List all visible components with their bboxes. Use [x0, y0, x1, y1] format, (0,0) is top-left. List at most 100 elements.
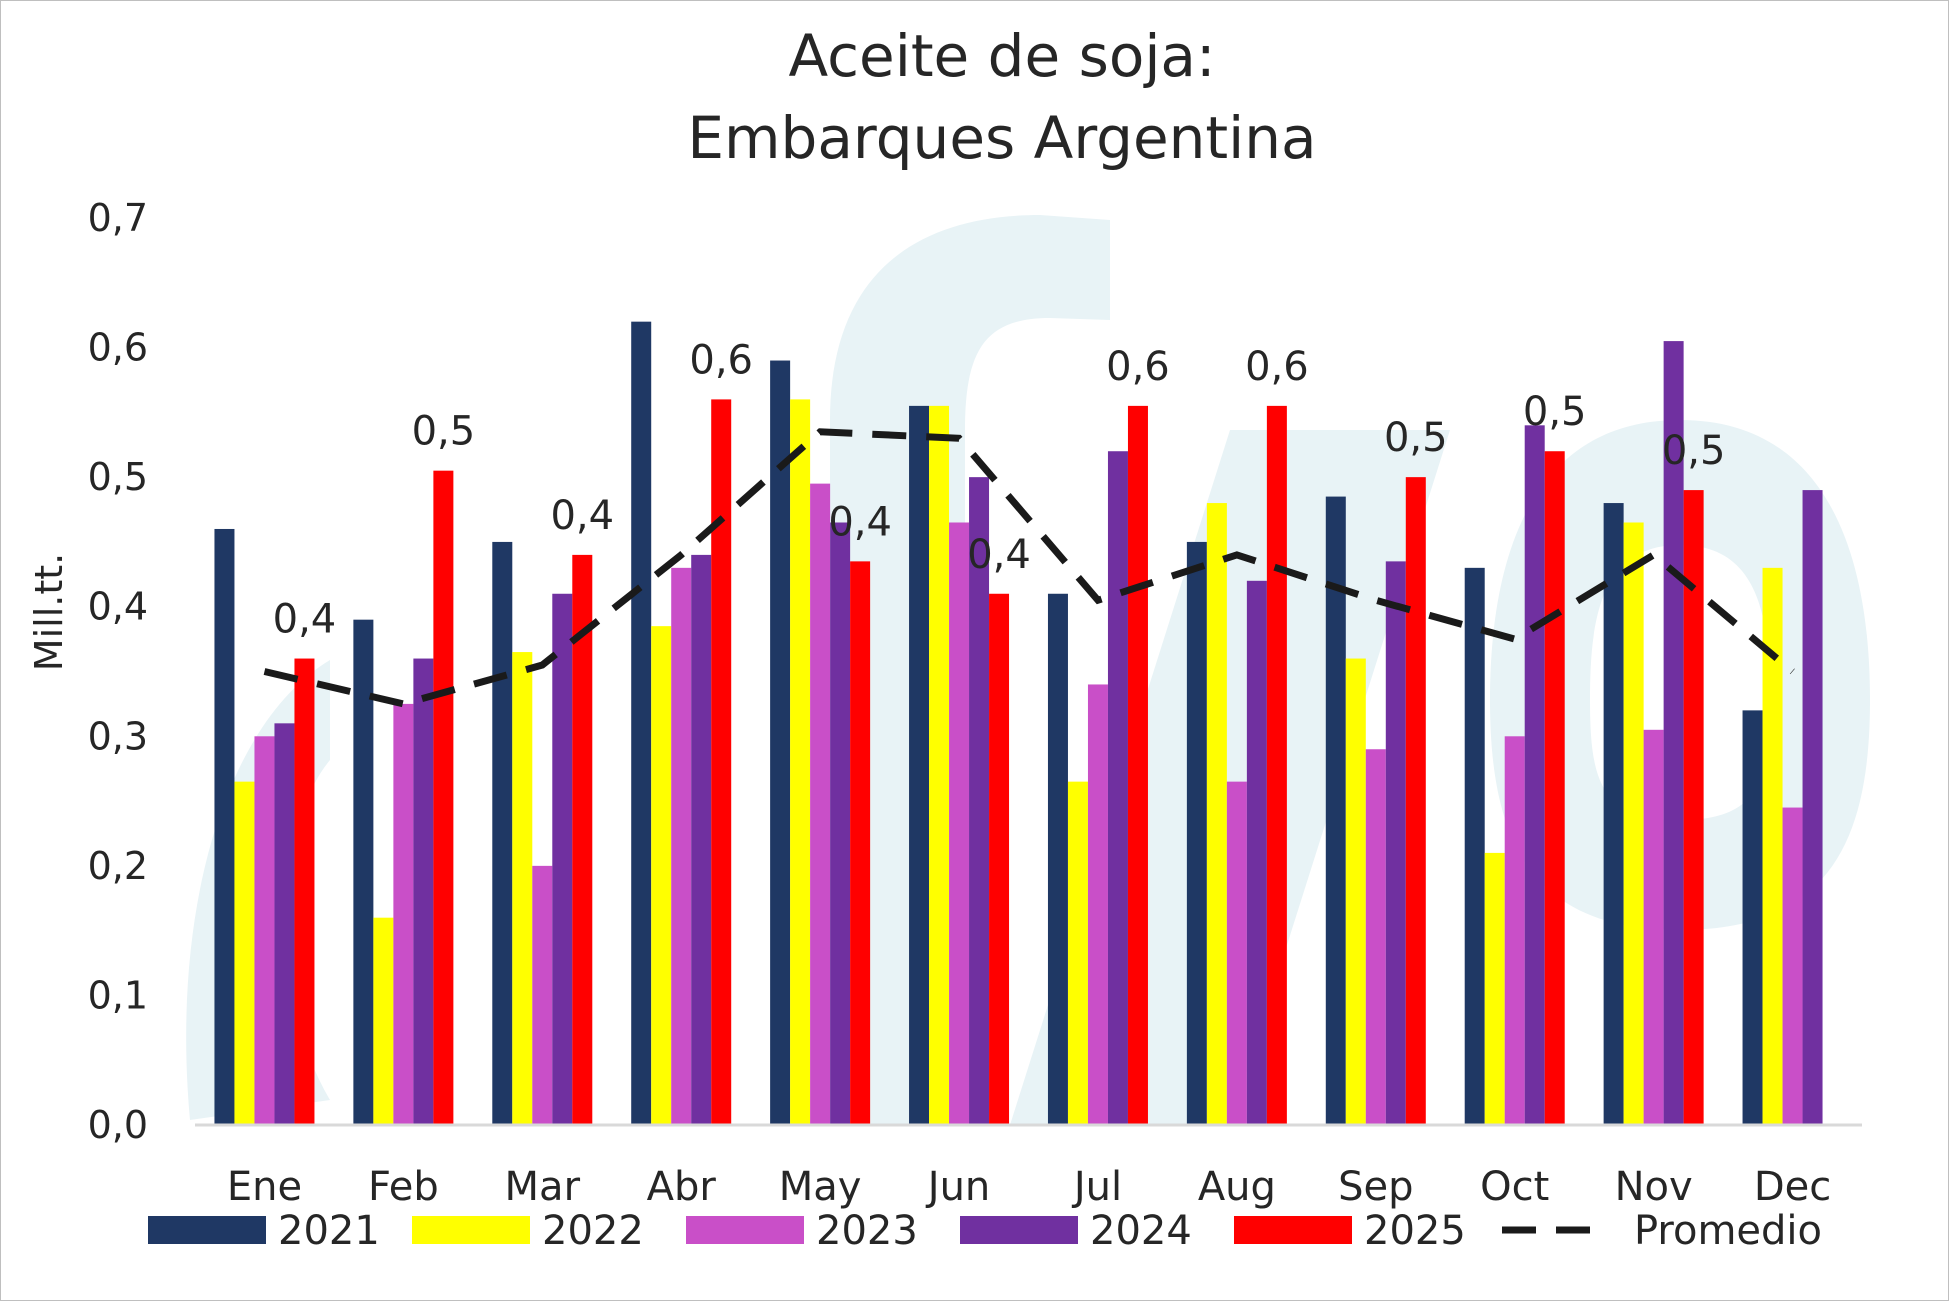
bar-2025-Ene: [294, 658, 315, 1125]
promedio-line: [263, 428, 1795, 708]
data-label-Feb: 0,5: [412, 409, 476, 455]
y-axis-label: Mill.tt.: [27, 553, 71, 671]
legend-label: 2021: [278, 1208, 380, 1254]
bar-2024-Mar: [552, 593, 573, 1125]
x-tick-label: Ene: [227, 1164, 302, 1210]
legend-swatch-2025: [1234, 1216, 1352, 1244]
bar-2023-Dec: [1782, 807, 1803, 1125]
bar-2021-Dec: [1742, 710, 1763, 1125]
bar-2022-Ene: [234, 781, 255, 1125]
x-tick-label: Mar: [505, 1164, 581, 1210]
data-label-Nov: 0,5: [1662, 428, 1726, 474]
x-tick-label: May: [779, 1164, 862, 1210]
y-tick-label: 0,7: [88, 196, 148, 240]
bar-2024-Jun: [969, 477, 990, 1126]
data-label-Jul: 0,6: [1106, 344, 1170, 390]
bar-2025-Mar: [572, 554, 593, 1125]
bars-group: [214, 321, 1823, 1126]
bar-2021-May: [770, 360, 791, 1125]
bar-2022-Nov: [1623, 522, 1644, 1125]
bar-2024-Ene: [274, 723, 295, 1125]
legend: 2021 2022 2023 2024 2025 Promedio: [148, 1208, 1822, 1254]
bar-2025-Oct: [1544, 451, 1565, 1125]
bar-2024-Aug: [1246, 580, 1267, 1125]
legend-swatch-2023: [686, 1216, 804, 1244]
data-label-Mar: 0,4: [550, 493, 614, 539]
bar-2024-May: [830, 522, 851, 1125]
bar-2021-Oct: [1464, 567, 1485, 1125]
bar-2025-Abr: [711, 399, 732, 1125]
bar-2022-Sep: [1345, 658, 1366, 1125]
y-tick-label: 0,6: [88, 326, 148, 370]
bar-2024-Abr: [691, 554, 712, 1125]
legend-label: 2024: [1090, 1208, 1192, 1254]
x-tick-label: Jul: [1071, 1164, 1122, 1210]
x-tick-label: Feb: [368, 1164, 439, 1210]
bar-2025-May: [850, 561, 871, 1125]
data-label-May: 0,4: [828, 499, 892, 545]
bar-2022-Jun: [929, 405, 950, 1126]
legend-swatch-2024: [960, 1216, 1078, 1244]
bar-2024-Dec: [1802, 490, 1823, 1126]
data-label-Ene: 0,4: [273, 597, 337, 643]
bar-2023-Nov: [1643, 729, 1664, 1125]
bar-2021-Feb: [353, 619, 374, 1125]
bar-2021-Nov: [1603, 503, 1624, 1125]
legend-label: 2025: [1364, 1208, 1466, 1254]
bar-2025-Jun: [989, 593, 1010, 1125]
x-tick-label: Dec: [1754, 1164, 1831, 1210]
legend-swatch-2021: [148, 1216, 266, 1244]
bar-2023-Feb: [393, 703, 414, 1125]
bar-2022-Aug: [1206, 503, 1227, 1125]
watermark-shape-f: [830, 215, 1110, 1125]
legend-swatch-2022: [412, 1216, 530, 1244]
bar-2021-Sep: [1325, 496, 1346, 1125]
bar-2025-Jul: [1127, 405, 1148, 1126]
chart-title-line-1: Aceite de soja:: [788, 22, 1215, 90]
bar-2023-Jul: [1087, 684, 1108, 1125]
bar-2023-Aug: [1226, 781, 1247, 1125]
bar-2025-Nov: [1683, 490, 1704, 1126]
bar-2024-Jul: [1107, 451, 1128, 1125]
bar-2024-Nov: [1663, 341, 1684, 1125]
bar-2022-Feb: [373, 917, 394, 1125]
bar-2023-May: [810, 483, 831, 1125]
x-axis-categories: Ene Feb Mar Abr May Jun Jul Aug Sep Oct Nov Dec: [227, 1164, 1831, 1210]
bar-2023-Mar: [532, 865, 553, 1125]
bar-2024-Oct: [1524, 425, 1545, 1125]
y-tick-label: 0,2: [88, 844, 148, 888]
data-label-Sep: 0,5: [1384, 415, 1448, 461]
bar-2021-Abr: [631, 321, 652, 1126]
data-label-Aug: 0,6: [1245, 344, 1309, 390]
bar-2022-May: [790, 399, 811, 1125]
chart-title-line-2: Embarques Argentina: [687, 104, 1316, 172]
x-tick-label: Oct: [1480, 1164, 1549, 1210]
bar-2021-Ene: [214, 528, 235, 1125]
bar-2021-Aug: [1186, 541, 1207, 1125]
bar-2021-Jun: [909, 405, 930, 1126]
bar-2023-Jun: [949, 522, 970, 1125]
legend-label: Promedio: [1634, 1208, 1822, 1254]
bar-2021-Jul: [1047, 593, 1068, 1125]
bar-2023-Abr: [671, 567, 692, 1125]
bar-2025-Sep: [1405, 477, 1426, 1126]
bar-2025-Feb: [433, 470, 454, 1125]
x-tick-label: Sep: [1338, 1164, 1413, 1210]
data-label-Jun: 0,4: [967, 532, 1031, 578]
bar-2022-Oct: [1484, 852, 1505, 1125]
bar-2024-Feb: [413, 658, 434, 1125]
data-label-Oct: 0,5: [1523, 389, 1587, 435]
legend-label: 2022: [542, 1208, 644, 1254]
bar-2023-Ene: [254, 736, 275, 1125]
bar-2023-Sep: [1365, 749, 1386, 1125]
x-tick-label: Nov: [1615, 1164, 1693, 1210]
y-tick-label: 0,4: [88, 585, 148, 629]
y-tick-label: 0,1: [88, 973, 148, 1017]
bar-2025-Aug: [1266, 405, 1287, 1126]
bar-2021-Mar: [492, 541, 513, 1125]
bar-2023-Oct: [1504, 736, 1525, 1125]
bar-2022-Dec: [1762, 567, 1783, 1125]
y-tick-label: 0,3: [88, 714, 148, 758]
